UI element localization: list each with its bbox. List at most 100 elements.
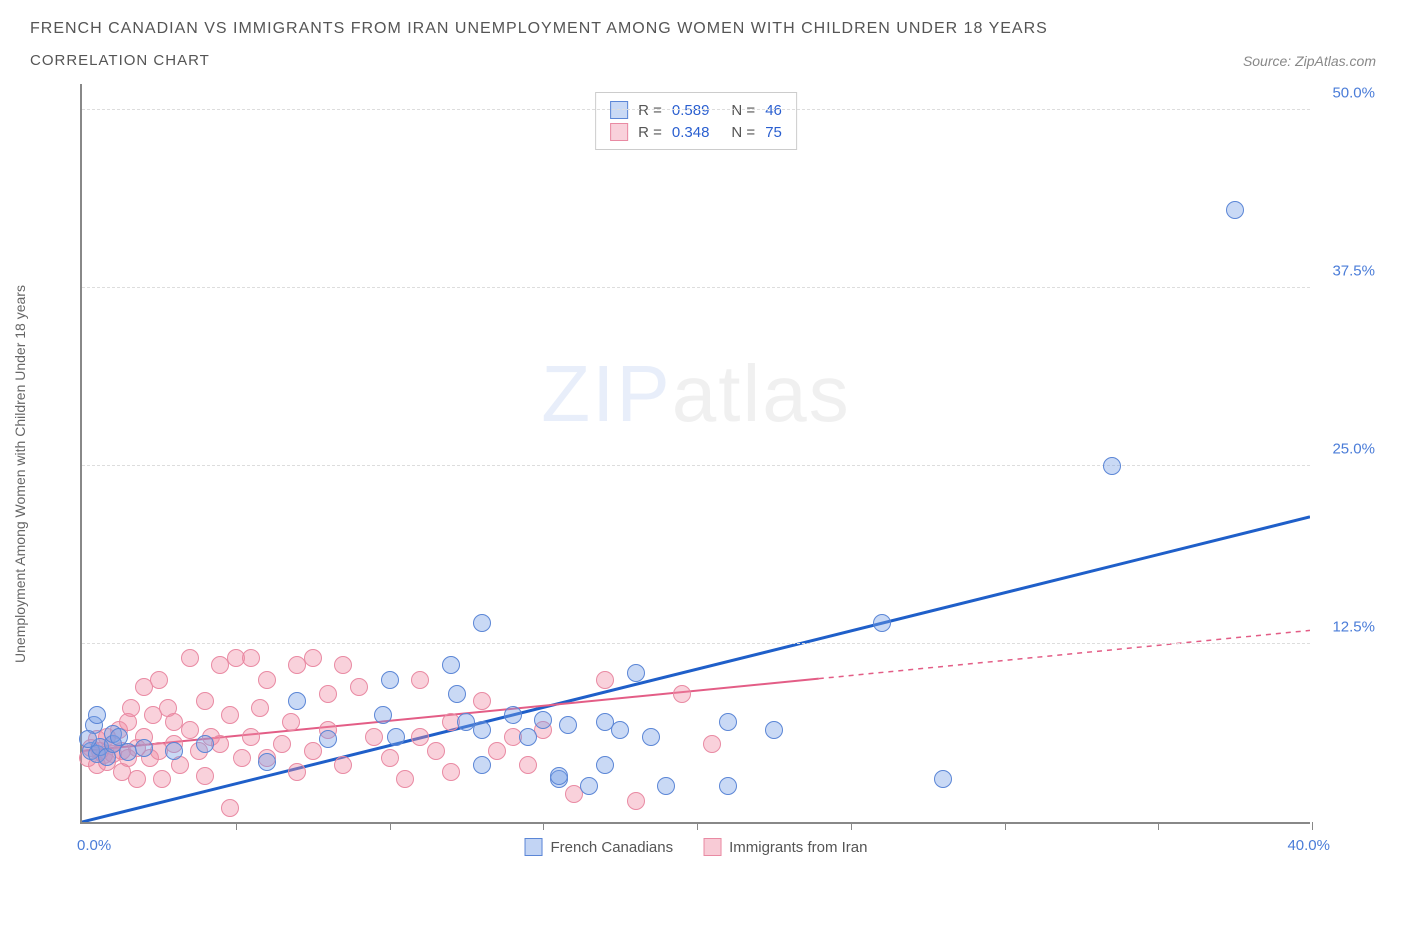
data-point: [703, 735, 721, 753]
data-point: [473, 614, 491, 632]
x-tick: [851, 822, 852, 830]
n-label: N =: [731, 124, 755, 141]
data-point: [657, 777, 675, 795]
data-point: [411, 728, 429, 746]
y-tick-label: 37.5%: [1332, 263, 1375, 280]
source-prefix: Source:: [1243, 53, 1295, 69]
data-point: [642, 728, 660, 746]
data-point: [442, 763, 460, 781]
data-point: [1103, 457, 1121, 475]
data-point: [282, 713, 300, 731]
data-point: [719, 777, 737, 795]
data-point: [196, 735, 214, 753]
data-point: [128, 770, 146, 788]
y-tick-label: 25.0%: [1332, 441, 1375, 458]
x-tick: [390, 822, 391, 830]
gridline: [82, 465, 1310, 466]
y-tick-label: 12.5%: [1332, 619, 1375, 636]
stats-legend: R = 0.589N = 46R = 0.348N = 75: [595, 92, 797, 150]
data-point: [611, 721, 629, 739]
subtitle-row: CORRELATION CHART Source: ZipAtlas.com: [30, 52, 1376, 69]
data-point: [596, 756, 614, 774]
data-point: [765, 721, 783, 739]
x-tick: [1158, 822, 1159, 830]
data-point: [181, 649, 199, 667]
trendline-dashed: [819, 630, 1310, 678]
data-point: [79, 730, 97, 748]
r-label: R =: [638, 124, 662, 141]
data-point: [273, 735, 291, 753]
source-attribution: Source: ZipAtlas.com: [1243, 53, 1376, 69]
data-point: [233, 749, 251, 767]
x-tick: [697, 822, 698, 830]
data-point: [473, 756, 491, 774]
data-point: [519, 728, 537, 746]
data-point: [288, 763, 306, 781]
data-point: [934, 770, 952, 788]
data-point: [504, 706, 522, 724]
data-point: [387, 728, 405, 746]
data-point: [88, 706, 106, 724]
data-point: [319, 730, 337, 748]
data-point: [196, 767, 214, 785]
x-tick: [1312, 822, 1313, 830]
data-point: [448, 685, 466, 703]
gridline: [82, 109, 1310, 110]
data-point: [534, 711, 552, 729]
data-point: [873, 614, 891, 632]
data-point: [258, 671, 276, 689]
data-point: [304, 649, 322, 667]
watermark-left: ZIP: [541, 349, 671, 438]
data-point: [319, 685, 337, 703]
data-point: [135, 739, 153, 757]
chart-container: Unemployment Among Women with Children U…: [30, 79, 1376, 869]
data-point: [559, 716, 577, 734]
data-point: [153, 770, 171, 788]
series-legend: French Canadians Immigrants from Iran: [525, 838, 868, 856]
data-point: [288, 692, 306, 710]
x-tick: [1005, 822, 1006, 830]
y-tick-label: 50.0%: [1332, 85, 1375, 102]
data-point: [334, 656, 352, 674]
legend-swatch: [703, 838, 721, 856]
data-point: [196, 692, 214, 710]
data-point: [211, 735, 229, 753]
data-point: [242, 728, 260, 746]
series-legend-item: French Canadians: [525, 838, 674, 856]
data-point: [350, 678, 368, 696]
gridline: [82, 287, 1310, 288]
stats-legend-row: R = 0.348N = 75: [610, 121, 782, 143]
data-point: [221, 799, 239, 817]
watermark: ZIPatlas: [541, 348, 850, 440]
gridline: [82, 643, 1310, 644]
data-point: [304, 742, 322, 760]
x-axis-end-label: 40.0%: [1287, 837, 1330, 854]
data-point: [396, 770, 414, 788]
data-point: [365, 728, 383, 746]
data-point: [627, 664, 645, 682]
series-legend-item: Immigrants from Iran: [703, 838, 867, 856]
legend-swatch: [525, 838, 543, 856]
data-point: [427, 742, 445, 760]
watermark-right: atlas: [672, 349, 851, 438]
data-point: [334, 756, 352, 774]
data-point: [1226, 201, 1244, 219]
data-point: [258, 753, 276, 771]
data-point: [251, 699, 269, 717]
data-point: [488, 742, 506, 760]
data-point: [381, 749, 399, 767]
data-point: [550, 767, 568, 785]
series-label: Immigrants from Iran: [729, 839, 867, 856]
data-point: [580, 777, 598, 795]
x-axis-start-label: 0.0%: [77, 837, 111, 854]
data-point: [411, 671, 429, 689]
chart-title: FRENCH CANADIAN VS IMMIGRANTS FROM IRAN …: [30, 20, 1376, 38]
data-point: [519, 756, 537, 774]
x-tick: [543, 822, 544, 830]
data-point: [596, 671, 614, 689]
data-point: [122, 699, 140, 717]
n-value: 75: [765, 124, 782, 141]
data-point: [242, 649, 260, 667]
data-point: [473, 721, 491, 739]
data-point: [473, 692, 491, 710]
